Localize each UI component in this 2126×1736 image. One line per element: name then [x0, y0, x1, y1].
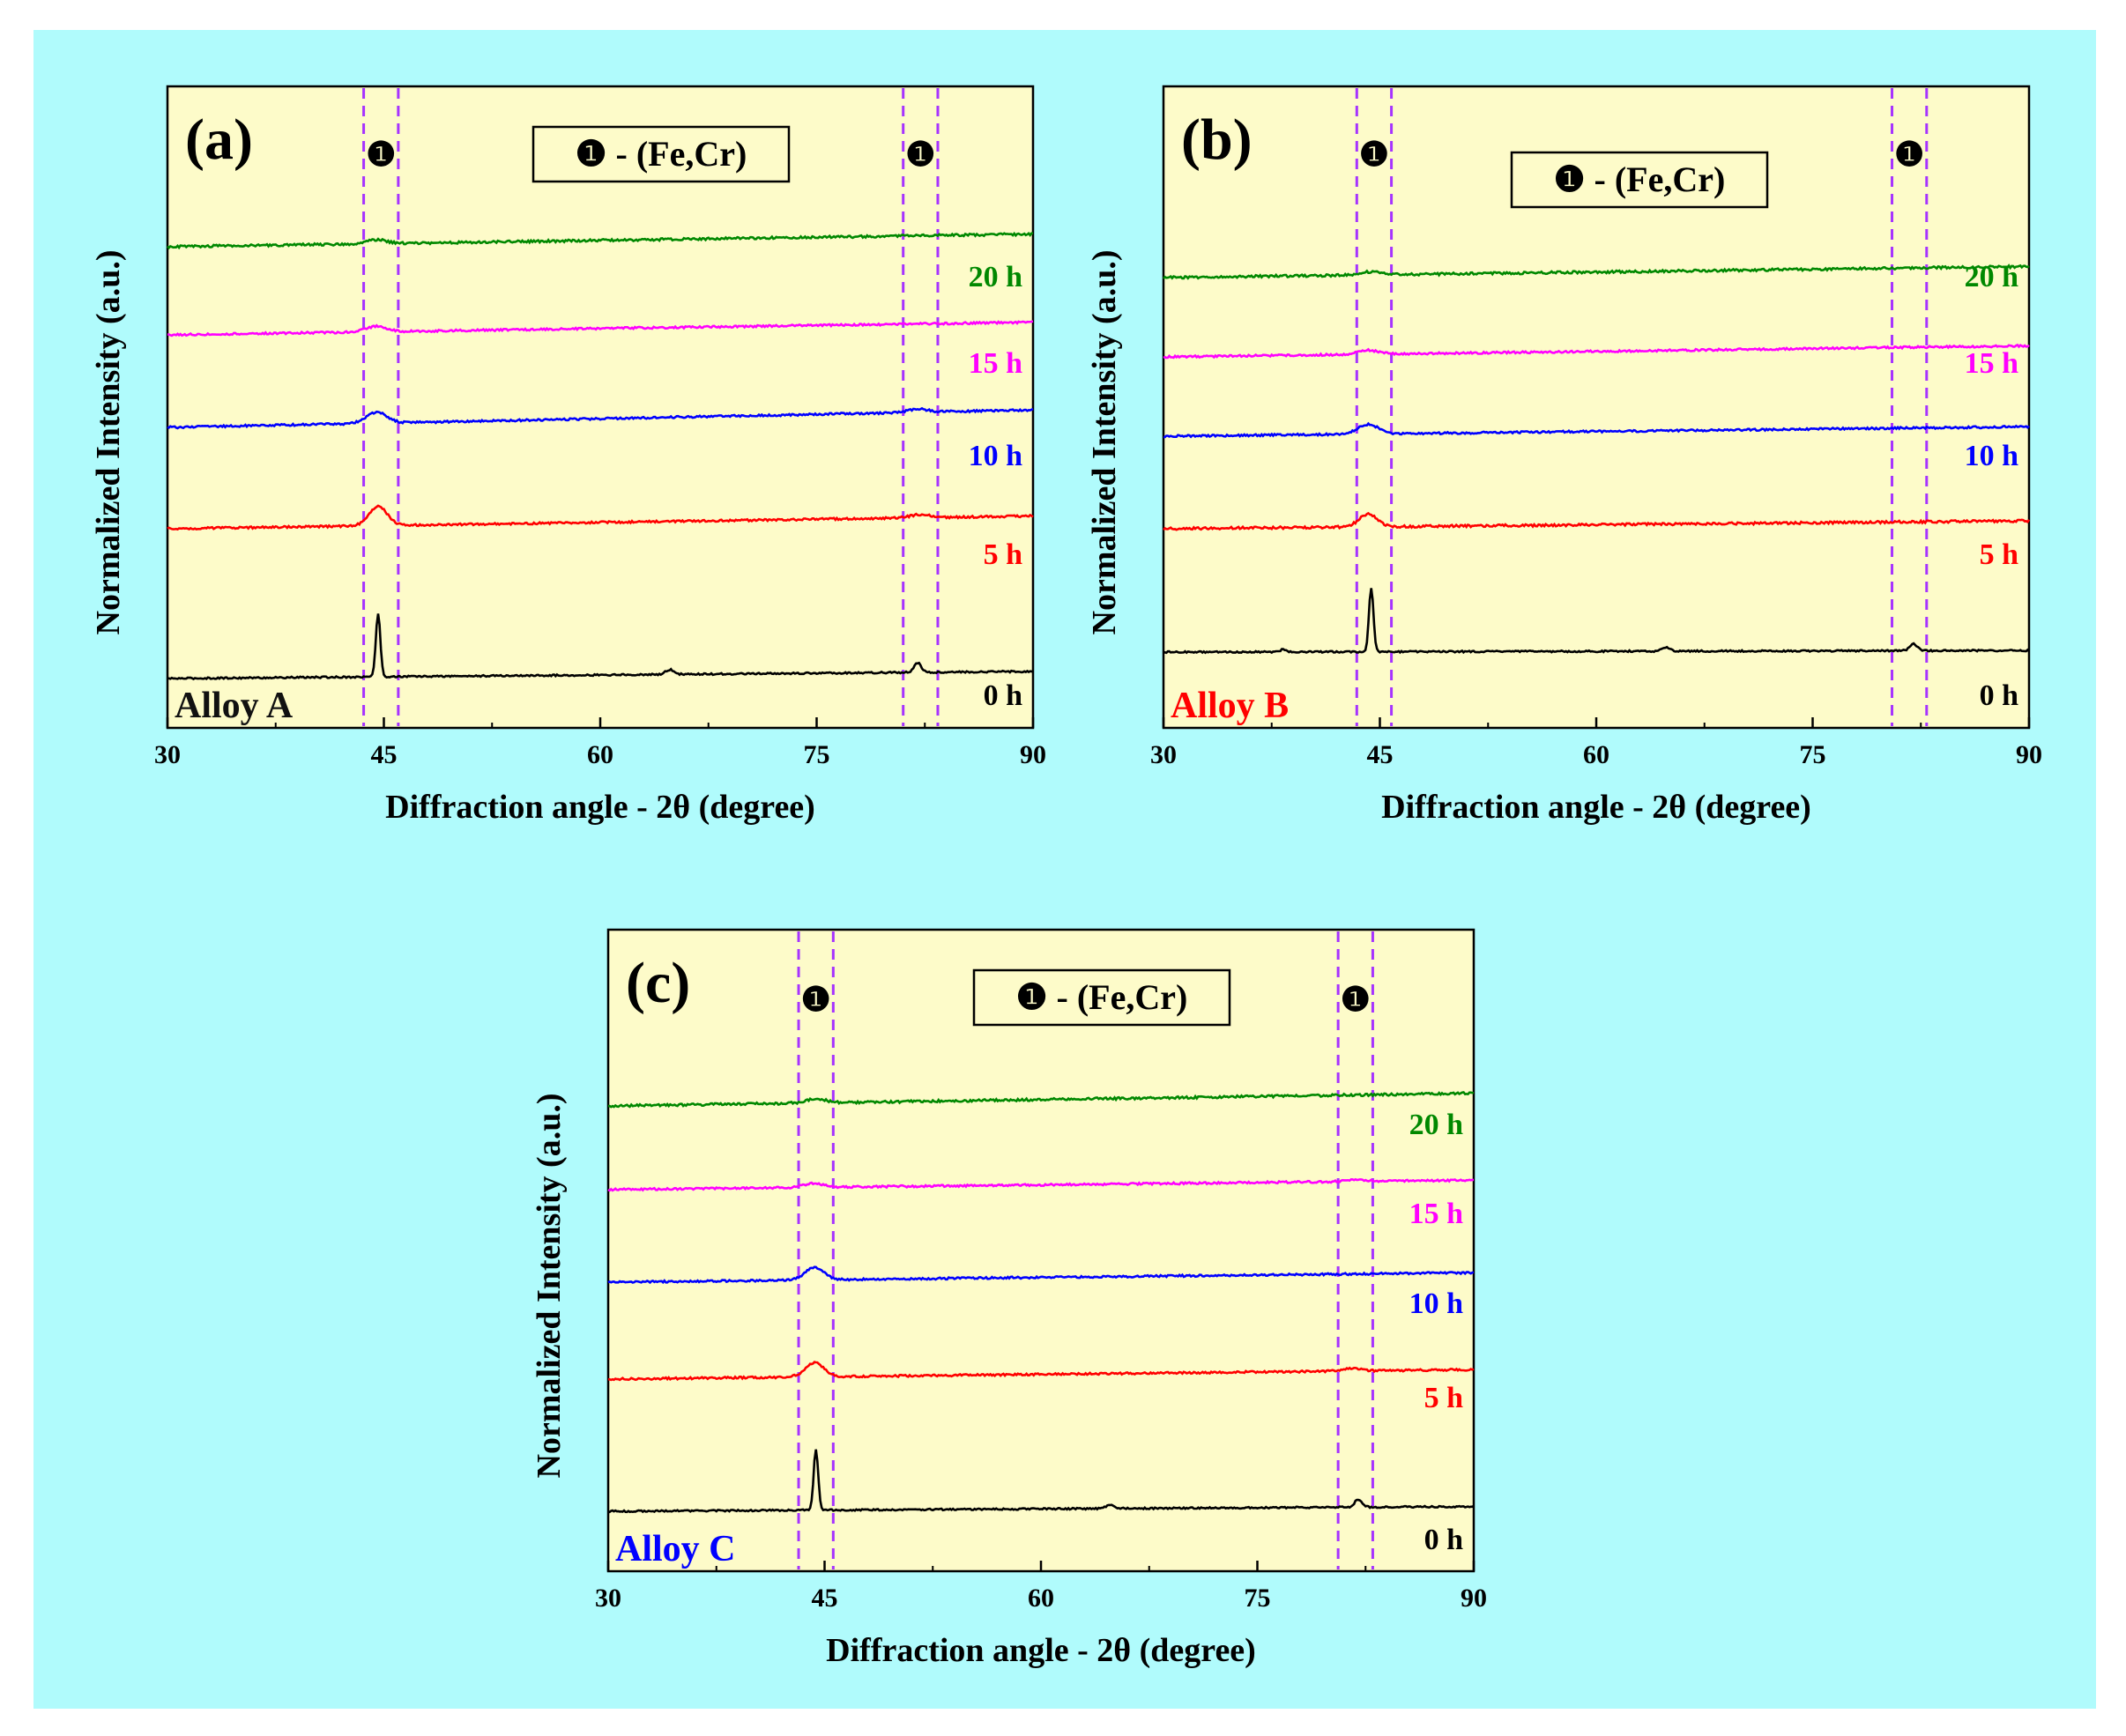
peak-marker-icon: ❶ — [801, 982, 831, 1019]
x-tick-label: 45 — [812, 1584, 838, 1613]
x-tick-label: 75 — [1800, 740, 1826, 769]
peak-marker-icon: ❶ — [1894, 137, 1924, 174]
peak-marker-icon: ❶ — [905, 137, 935, 174]
legend-text: ❶ - (Fe,Cr) — [1016, 977, 1188, 1017]
panel-c: ❶ ❶ 0 h 5 h 10 h 15 h 20 h (c) ❶ - (Fe,Cr) Alloy … — [531, 928, 1487, 1669]
legend-box — [532, 125, 791, 183]
legend-text: ❶ - (Fe,Cr) — [576, 134, 747, 174]
series-label-20h: 20 h — [1409, 1109, 1464, 1141]
panel-label: (a) — [185, 108, 253, 172]
series-line-15h — [607, 1177, 1474, 1192]
legend-label: - (Fe,Cr) — [1586, 160, 1726, 199]
panel-label: (c) — [626, 951, 690, 1015]
alloy-label: Alloy C — [615, 1529, 736, 1569]
series-line-0h — [167, 613, 1034, 681]
x-tick-label: 45 — [371, 740, 398, 769]
series-line-5h — [167, 504, 1034, 531]
series-line-10h — [1163, 421, 2030, 439]
series-line-20h — [608, 1091, 1475, 1109]
alloy-label: Alloy A — [175, 686, 294, 726]
series-label-5h: 5 h — [1424, 1382, 1464, 1414]
series-line-5h — [1163, 511, 2031, 531]
x-tick-label: 75 — [804, 740, 830, 769]
legend-symbol-icon: ❶ — [576, 134, 607, 174]
series-label-20h: 20 h — [969, 261, 1023, 293]
series-line-15h — [167, 320, 1034, 338]
series-label-5h: 5 h — [1980, 538, 2019, 571]
x-tick-label: 30 — [154, 740, 181, 769]
x-tick-label: 90 — [2016, 740, 2042, 769]
series-label-15h: 15 h — [969, 347, 1023, 380]
series-label-20h: 20 h — [1965, 261, 2019, 293]
series-label-15h: 15 h — [1965, 347, 2019, 380]
plot-area — [606, 928, 1476, 1573]
series-line-10h — [607, 1265, 1475, 1285]
y-axis-title: Normalized Intensity (a.u.) — [531, 1094, 568, 1479]
legend-text: ❶ - (Fe,Cr) — [1554, 160, 1726, 199]
x-axis-title: Diffraction angle - 2θ (degree) — [1381, 789, 1811, 826]
series-line-10h — [167, 406, 1034, 430]
x-tick-label: 75 — [1245, 1584, 1271, 1613]
peak-marker-icon: ❶ — [366, 137, 396, 174]
x-axis-title: Diffraction angle - 2θ (degree) — [826, 1632, 1256, 1669]
series-label-0h: 0 h — [1424, 1524, 1464, 1556]
x-tick-label: 60 — [587, 740, 613, 769]
series-line-0h — [1163, 588, 2030, 655]
y-axis-title: Normalized Intensity (a.u.) — [1086, 250, 1123, 635]
legend-symbol-icon: ❶ — [1016, 977, 1048, 1017]
x-tick-label: 30 — [1150, 740, 1177, 769]
alloy-label: Alloy B — [1171, 686, 1289, 726]
legend-label: - (Fe,Cr) — [1048, 977, 1188, 1017]
x-axis-title: Diffraction angle - 2θ (degree) — [385, 789, 815, 826]
x-tick-label: 90 — [1461, 1584, 1487, 1613]
plot-area — [166, 85, 1035, 730]
series-line-20h — [167, 231, 1034, 250]
x-tick-label: 90 — [1020, 740, 1046, 769]
y-axis-title: Normalized Intensity (a.u.) — [90, 250, 127, 635]
series-label-10h: 10 h — [969, 440, 1023, 472]
peak-marker-icon: ❶ — [1341, 982, 1371, 1019]
legend-box — [972, 968, 1231, 1027]
panel-b: ❶ ❶ 0 h 5 h 10 h 15 h 20 h (b) ❶ - (Fe,Cr) Alloy … — [1086, 85, 2042, 826]
panel-a: ❶ ❶ 0 h 5 h 10 h 15 h 20 h (a) ❶ - (Fe,Cr) Alloy … — [90, 85, 1046, 826]
series-label-10h: 10 h — [1409, 1287, 1464, 1320]
peak-marker-icon: ❶ — [1359, 137, 1389, 174]
x-tick-label: 45 — [1367, 740, 1394, 769]
series-label-10h: 10 h — [1965, 440, 2019, 472]
x-tick-label: 60 — [1583, 740, 1609, 769]
legend-symbol-icon: ❶ — [1554, 160, 1586, 199]
panel-label: (b) — [1181, 108, 1253, 172]
series-line-0h — [607, 1449, 1475, 1514]
series-label-0h: 0 h — [984, 679, 1023, 712]
x-tick-label: 30 — [595, 1584, 621, 1613]
series-label-0h: 0 h — [1980, 679, 2019, 712]
legend-box — [1510, 151, 1769, 209]
series-line-20h — [1163, 263, 2030, 280]
series-line-5h — [607, 1361, 1475, 1382]
x-tick-label: 60 — [1028, 1584, 1054, 1613]
series-label-5h: 5 h — [984, 538, 1023, 571]
series-line-15h — [1163, 343, 2030, 360]
series-label-15h: 15 h — [1409, 1198, 1464, 1230]
legend-label: - (Fe,Cr) — [607, 134, 747, 174]
